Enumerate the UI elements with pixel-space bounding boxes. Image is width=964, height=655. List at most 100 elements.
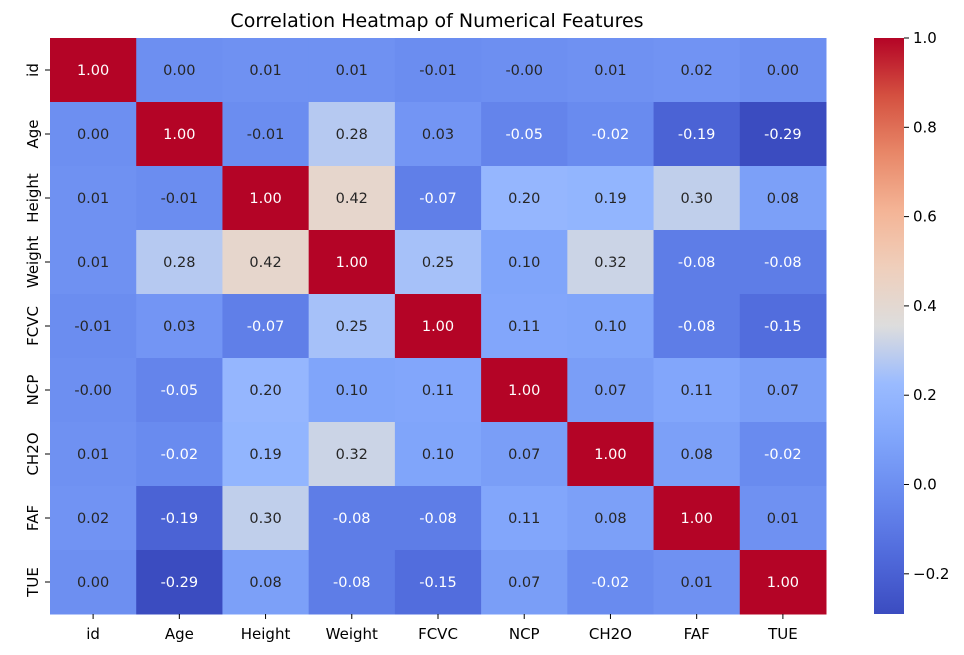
heatmap-cell: [394, 166, 482, 231]
colorbar-tick-label: 0.4: [913, 297, 937, 315]
cell-value-label: 1.00: [594, 447, 626, 463]
cell-value-label: 0.20: [508, 191, 540, 207]
y-tick-label: TUE: [24, 567, 42, 598]
heatmap-cell: [50, 166, 137, 231]
cell-value-label: -0.08: [764, 255, 802, 271]
colorbar-tick-label: 0.6: [913, 208, 937, 226]
heatmap-cell: [394, 550, 482, 615]
heatmap-cell: [653, 38, 741, 103]
cell-value-label: 0.11: [422, 383, 454, 399]
heatmap-cell: [136, 166, 223, 231]
y-tick-label: FAF: [24, 505, 42, 531]
heatmap-cell: [50, 294, 137, 359]
colorbar-tick-label: −0.2: [913, 565, 949, 583]
heatmap-cell: [222, 486, 310, 551]
heatmap-cell: [481, 102, 568, 167]
heatmap-cell: [136, 422, 223, 487]
cell-value-label: 1.00: [163, 127, 195, 143]
y-axis: id Age Height Weight FCVC NCP CH2O FAF TUE: [24, 63, 50, 598]
cell-value-label: 0.07: [508, 447, 540, 463]
colorbar-tick-label: 0.8: [913, 118, 937, 136]
heatmap-cell: [739, 102, 827, 167]
heatmap-cell: [308, 486, 396, 551]
heatmap-cell: [567, 486, 655, 551]
cell-value-label: -0.01: [161, 191, 199, 207]
heatmap-cell: [653, 358, 741, 423]
cell-value-label: 0.01: [249, 63, 281, 79]
heatmap-cell: [222, 422, 310, 487]
cell-value-label: 1.00: [767, 575, 799, 591]
cell-value-label: 0.01: [336, 63, 368, 79]
cell-value-label: -0.07: [247, 319, 285, 335]
y-tick-label: id: [24, 63, 42, 77]
x-tick-label: FCVC: [418, 625, 458, 643]
heatmap-cell: [481, 230, 568, 295]
cell-value-label: 1.00: [422, 319, 454, 335]
colorbar-tick-label: 0.0: [913, 476, 937, 494]
cell-value-label: 0.00: [77, 575, 109, 591]
cell-value-label: -0.29: [161, 575, 199, 591]
cell-value-label: -0.08: [333, 575, 371, 591]
cell-value-label: 0.00: [163, 63, 195, 79]
heatmap-cell: [481, 294, 568, 359]
cell-value-label: 0.08: [767, 191, 799, 207]
cell-value-label: -0.15: [764, 319, 802, 335]
heatmap-cell: [394, 486, 482, 551]
x-tick-label: Weight: [326, 625, 378, 643]
heatmap-cell: [136, 230, 223, 295]
cell-value-label: 0.01: [594, 63, 626, 79]
heatmap-cell: [222, 230, 310, 295]
cell-value-label: -0.05: [161, 383, 199, 399]
cell-value-label: 0.10: [594, 319, 626, 335]
cell-value-label: -0.29: [764, 127, 802, 143]
heatmap-cell: [136, 102, 223, 167]
heatmap-cell: [50, 550, 137, 615]
cell-value-label: -0.08: [678, 255, 716, 271]
cell-value-label: 0.01: [681, 575, 713, 591]
heatmap-cell: [308, 102, 396, 167]
heatmap-cell: [481, 38, 568, 103]
y-tick-label: Height: [24, 173, 42, 223]
cell-value-label: 0.42: [249, 255, 281, 271]
cell-value-label: 0.01: [77, 447, 109, 463]
heatmap-cell: [653, 294, 741, 359]
heatmap-cell: [739, 166, 827, 231]
heatmap-cell: [50, 38, 137, 103]
cell-value-label: 0.00: [77, 127, 109, 143]
cell-value-label: -0.01: [419, 63, 457, 79]
heatmap-cell: [739, 230, 827, 295]
cell-value-label: -0.05: [505, 127, 543, 143]
heatmap-cell: [308, 550, 396, 615]
heatmap-cell: [481, 166, 568, 231]
heatmap-cell: [50, 422, 137, 487]
heatmap-cell: [394, 358, 482, 423]
cell-value-label: -0.07: [419, 191, 457, 207]
heatmap-cell: [136, 486, 223, 551]
heatmap-cell: [481, 358, 568, 423]
heatmap-cell: [308, 38, 396, 103]
heatmap-cell: [308, 166, 396, 231]
heatmap-cell: [739, 550, 827, 615]
heatmap-cell: [222, 102, 310, 167]
cell-value-label: -0.08: [419, 511, 457, 527]
heatmap-cell: [308, 230, 396, 295]
cell-value-label: 1.00: [336, 255, 368, 271]
cell-value-label: -0.02: [592, 127, 630, 143]
heatmap-cell: [653, 550, 741, 615]
x-tick-label: FAF: [684, 625, 710, 643]
x-tick-label: NCP: [509, 625, 540, 643]
heatmap-cell: [50, 486, 137, 551]
cell-value-label: -0.01: [247, 127, 285, 143]
cell-value-label: 0.10: [422, 447, 454, 463]
y-tick-label: CH2O: [24, 432, 42, 475]
heatmap-cell: [567, 294, 655, 359]
heatmap-cell: [50, 230, 137, 295]
heatmap-cell: [481, 486, 568, 551]
cell-value-label: 0.03: [163, 319, 195, 335]
heatmap-cells: [50, 38, 827, 615]
cell-value-label: 0.07: [594, 383, 626, 399]
heatmap-cell: [394, 38, 482, 103]
cell-value-label: 1.00: [249, 191, 281, 207]
heatmap-cell: [739, 358, 827, 423]
colorbar-ticks: 1.0 0.8 0.6 0.4 0.2 0.0 −0.2: [904, 29, 949, 583]
